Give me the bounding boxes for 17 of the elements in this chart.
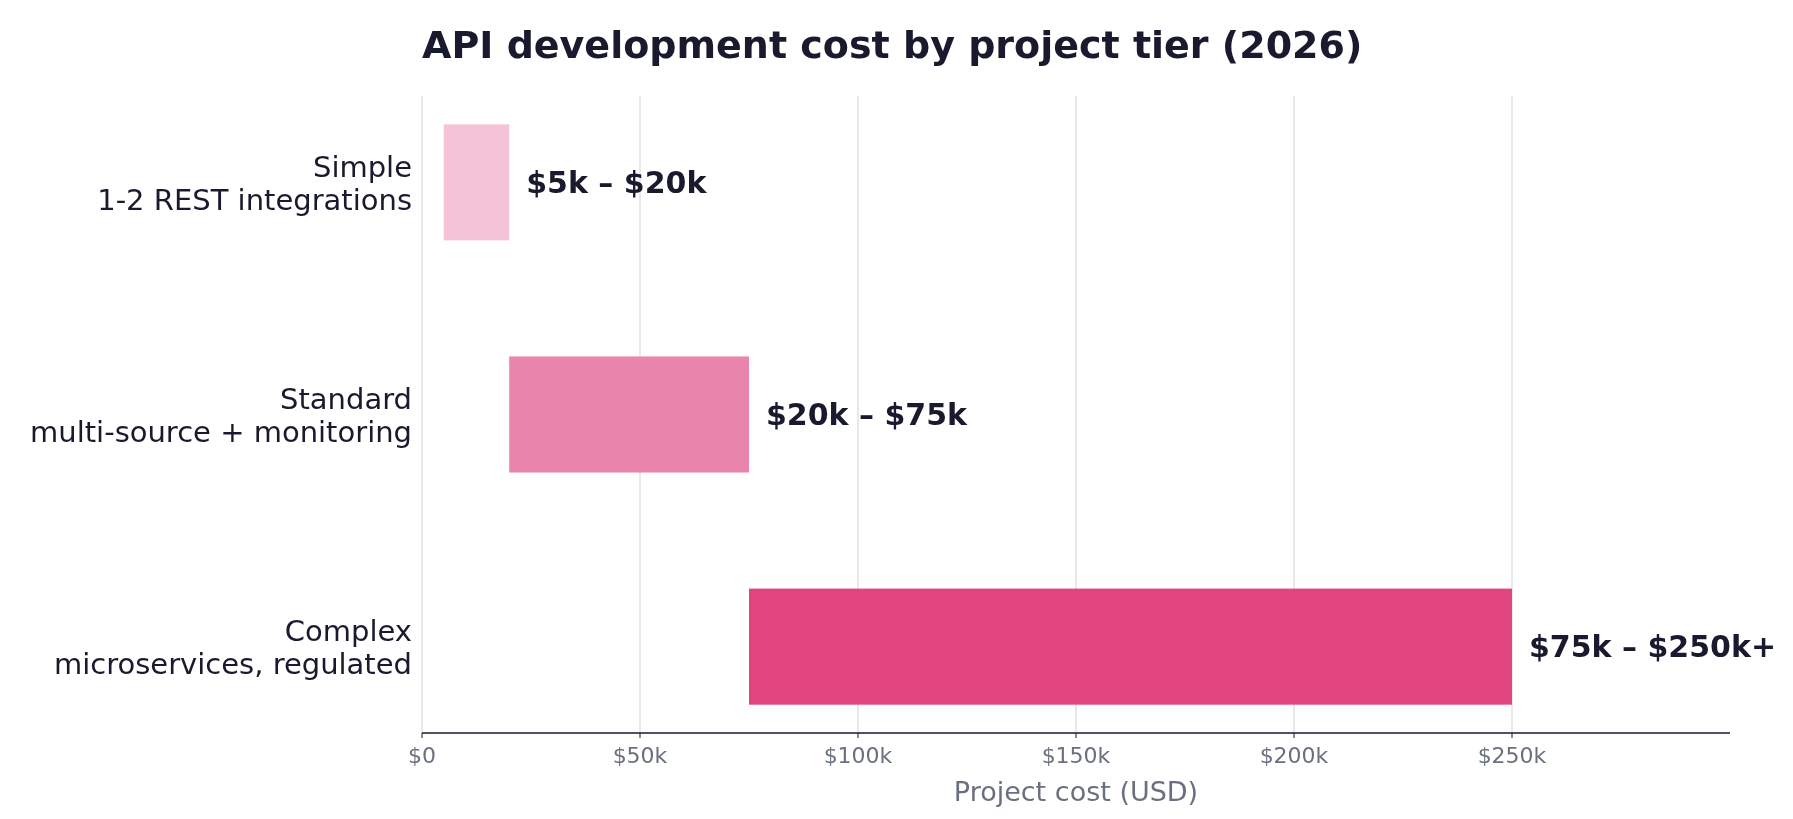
chart-title: API development cost by project tier (2026) <box>422 23 1363 67</box>
x-tick-label: $100k <box>823 743 893 768</box>
y-tick-label: Simple 1-2 REST integrations <box>97 149 412 217</box>
x-axis-title: Project cost (USD) <box>953 776 1199 807</box>
x-tick-label: $50k <box>612 743 668 768</box>
y-tick-label: Standard multi-source + monitoring <box>30 381 412 449</box>
x-tick-label: $200k <box>1259 743 1329 768</box>
annotation: $20k – $75k <box>766 397 969 432</box>
bar <box>749 588 1512 705</box>
bar <box>443 124 510 241</box>
bar <box>509 356 749 473</box>
annotation: $5k – $20k <box>526 164 708 200</box>
y-tick-label: Complex microservices, regulated <box>53 613 412 681</box>
x-tick-label: $150k <box>1041 743 1111 768</box>
annotation: $75k – $250k+ <box>1529 629 1777 665</box>
x-tick-label: $250k <box>1477 743 1547 768</box>
x-tick-label: $0 <box>408 743 436 768</box>
